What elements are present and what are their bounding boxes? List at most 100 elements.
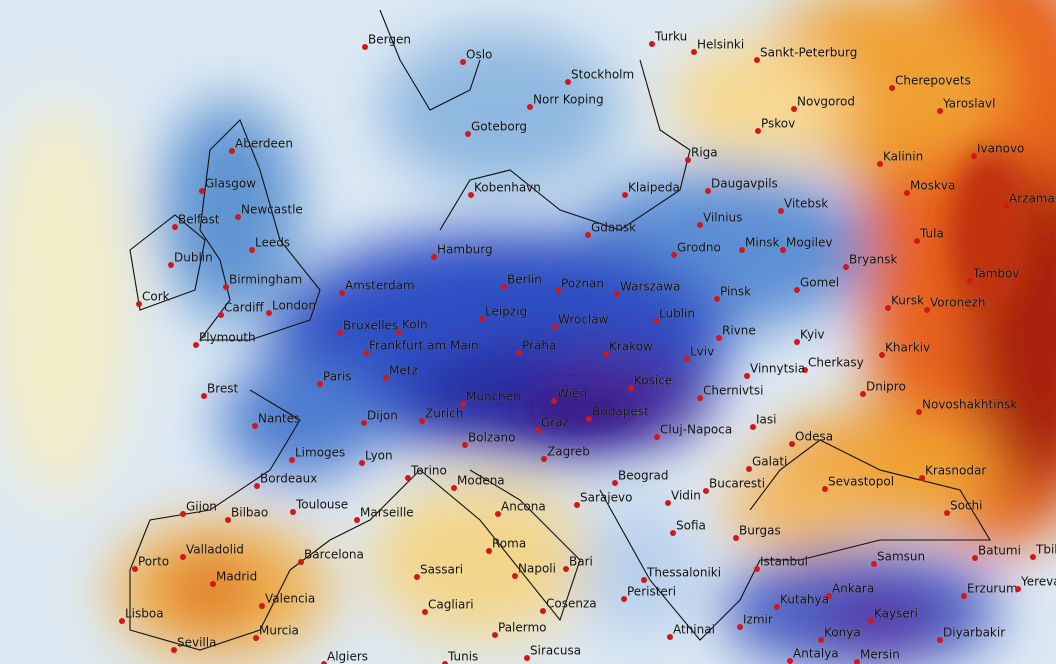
city-label: Tunis bbox=[447, 650, 478, 664]
city-marker bbox=[944, 510, 950, 516]
city-label: Graz bbox=[541, 416, 569, 430]
city-marker bbox=[737, 624, 743, 630]
city-label: Izmir bbox=[743, 613, 773, 627]
city-marker bbox=[972, 555, 978, 561]
city-marker bbox=[818, 637, 824, 643]
city-label: Iasi bbox=[756, 413, 776, 427]
city-label: Arzamas bbox=[1009, 192, 1056, 206]
city-marker bbox=[685, 157, 691, 163]
city-marker bbox=[697, 395, 703, 401]
city-marker bbox=[565, 79, 571, 85]
city-marker bbox=[789, 441, 795, 447]
city-marker bbox=[132, 566, 138, 572]
city-marker bbox=[199, 188, 205, 194]
city-marker bbox=[419, 418, 425, 424]
city-label: Wien bbox=[557, 387, 587, 401]
city-label: Gomel bbox=[800, 276, 839, 290]
city-label: Praha bbox=[522, 339, 556, 353]
city-marker bbox=[383, 375, 389, 381]
city-marker bbox=[794, 287, 800, 293]
city-marker bbox=[259, 603, 265, 609]
city-label: Antalya bbox=[793, 647, 839, 661]
city-marker bbox=[337, 330, 343, 336]
city-marker bbox=[405, 475, 411, 481]
city-label: Kalinin bbox=[883, 150, 923, 164]
city-label: Sochi bbox=[950, 499, 983, 513]
city-marker bbox=[317, 381, 323, 387]
city-marker bbox=[716, 335, 722, 341]
city-label: Hamburg bbox=[437, 243, 493, 257]
city-label: Diyarbakir bbox=[943, 626, 1005, 640]
city-marker bbox=[665, 500, 671, 506]
city-label: Sarajevo bbox=[580, 491, 632, 505]
city-marker bbox=[414, 574, 420, 580]
city-label: Warszawa bbox=[620, 280, 680, 294]
city-label: Daugavpils bbox=[711, 177, 778, 191]
city-label: Leeds bbox=[255, 236, 290, 250]
city-marker bbox=[614, 291, 620, 297]
city-label: Tambov bbox=[972, 267, 1019, 281]
city-label: Pskov bbox=[761, 117, 795, 131]
city-label: Kayseri bbox=[874, 607, 918, 621]
city-marker bbox=[916, 409, 922, 415]
city-label: Sevastopol bbox=[828, 475, 894, 489]
city-marker bbox=[733, 535, 739, 541]
city-label: Mogilev bbox=[786, 236, 832, 250]
city-label: Barcelona bbox=[304, 548, 364, 562]
city-marker bbox=[460, 59, 466, 65]
city-marker bbox=[714, 296, 720, 302]
city-label: Stockholm bbox=[571, 68, 634, 82]
city-marker bbox=[354, 517, 360, 523]
city-marker bbox=[492, 632, 498, 638]
city-labels: Bergen Oslo Stockholm Turku Helsinki Sankt-Pe… bbox=[119, 29, 1056, 664]
city-marker bbox=[826, 593, 832, 599]
city-marker bbox=[266, 310, 272, 316]
city-label: Odesa bbox=[795, 430, 833, 444]
city-marker bbox=[210, 581, 216, 587]
city-marker bbox=[298, 559, 304, 565]
city-label: Lyon bbox=[365, 449, 393, 463]
city-marker bbox=[628, 385, 634, 391]
city-label: Riga bbox=[691, 146, 718, 160]
city-label: Cardiff bbox=[224, 301, 264, 315]
city-marker bbox=[860, 391, 866, 397]
city-label: Pinsk bbox=[720, 285, 751, 299]
city-marker bbox=[422, 609, 428, 615]
city-marker bbox=[359, 460, 365, 466]
city-marker bbox=[180, 554, 186, 560]
city-marker bbox=[555, 288, 561, 294]
city-label: Tbilisi bbox=[1035, 543, 1056, 557]
city-marker bbox=[442, 661, 448, 664]
city-marker bbox=[744, 373, 750, 379]
city-marker bbox=[705, 188, 711, 194]
city-label: Algiers bbox=[327, 650, 368, 664]
city-label: Krakow bbox=[609, 340, 653, 354]
city-marker bbox=[460, 401, 466, 407]
city-marker bbox=[229, 148, 235, 154]
city-marker bbox=[218, 312, 224, 318]
city-label: Newcastle bbox=[241, 203, 303, 217]
city-label: Gijon bbox=[186, 500, 217, 514]
city-label: Koln bbox=[402, 318, 428, 332]
city-marker bbox=[527, 104, 533, 110]
city-marker bbox=[802, 367, 808, 373]
city-marker bbox=[396, 329, 402, 335]
city-label: Ankara bbox=[832, 582, 874, 596]
city-marker bbox=[235, 214, 241, 220]
city-label: Tula bbox=[919, 227, 944, 241]
city-marker bbox=[249, 247, 255, 253]
city-marker bbox=[363, 350, 369, 356]
city-label: Sassari bbox=[420, 563, 463, 577]
city-marker bbox=[667, 634, 673, 640]
city-marker bbox=[684, 356, 690, 362]
city-label: Bordeaux bbox=[260, 472, 317, 486]
city-label: Plymouth bbox=[199, 331, 256, 345]
city-label: Kosice bbox=[634, 374, 672, 388]
city-marker bbox=[451, 485, 457, 491]
city-label: Goteborg bbox=[471, 120, 527, 134]
city-marker bbox=[289, 457, 295, 463]
city-label: Birmingham bbox=[229, 273, 302, 287]
city-marker bbox=[462, 442, 468, 448]
city-marker bbox=[787, 658, 793, 664]
